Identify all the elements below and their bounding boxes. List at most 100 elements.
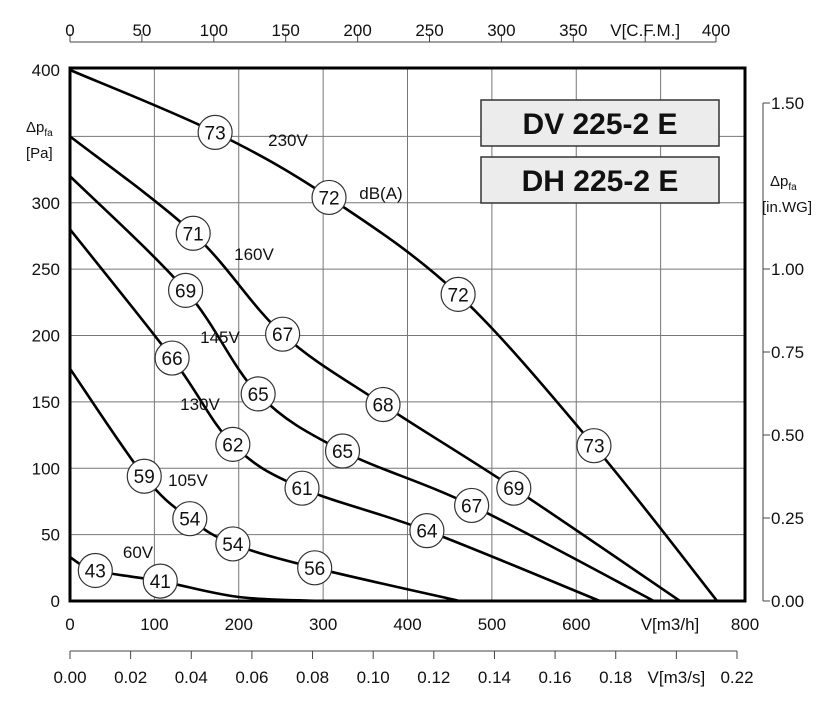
sound-level-marker (324, 433, 361, 469)
x-tick-label: 600 (562, 615, 590, 634)
sound-level-label: 68 (372, 396, 393, 417)
sound-level-marker (265, 316, 301, 352)
x-tick-label: 200 (225, 615, 253, 634)
sound-level-label: 72 (448, 285, 469, 306)
bottom2-tick-label: 0.16 (539, 668, 572, 687)
bottom2-tick-label: 0.06 (235, 668, 268, 687)
sound-level-marker (240, 376, 276, 412)
sound-level-marker (496, 470, 532, 506)
sound-level-label: 54 (179, 510, 201, 531)
sound-level-label: 73 (205, 123, 226, 144)
sound-level-label: 43 (85, 561, 106, 582)
right-axis-label: Δpfa (770, 173, 797, 193)
series-label: 105V (168, 471, 208, 490)
sound-level-marker (142, 563, 178, 599)
y-tick-label: 50 (41, 526, 60, 545)
y-axis-unit: [Pa] (26, 145, 53, 162)
y-tick-label: 0 (51, 592, 60, 611)
series-line-145V (69, 175, 655, 603)
x-tick-label: 0 (65, 615, 74, 634)
x-tick-label: 800 (731, 615, 759, 634)
unit-note: dB(A) (359, 184, 402, 203)
sound-level-label: 62 (222, 435, 243, 456)
right-tick-label: 0.75 (771, 343, 804, 362)
x-tick-label: 400 (393, 615, 421, 634)
sound-level-marker (172, 501, 208, 537)
top-tick-label: 350 (559, 21, 587, 40)
sound-level-marker (409, 513, 445, 549)
sound-level-marker (440, 276, 476, 312)
sound-level-label: 67 (272, 325, 293, 346)
top-axis-label: V[C.F.M.] (610, 21, 680, 40)
sound-level-label: 66 (162, 349, 183, 370)
series-label: 145V (200, 328, 240, 347)
series-label: 130V (180, 395, 220, 414)
sound-level-marker (175, 215, 211, 251)
series-line-160V (69, 135, 681, 603)
plot-frame (68, 66, 747, 603)
series-line-105V (68, 367, 461, 603)
y-tick-label: 100 (32, 459, 60, 478)
sound-level-label: 59 (134, 467, 155, 488)
bottom2-tick-label: 0.14 (478, 668, 511, 687)
sound-level-marker (454, 487, 490, 524)
y-tick-label: 250 (32, 260, 60, 279)
sound-level-marker (197, 114, 233, 150)
x-tick-label: 500 (478, 615, 506, 634)
right-tick-label: 1.50 (771, 94, 804, 113)
model-box (480, 156, 720, 204)
model-label: DV 225-2 E (522, 108, 677, 141)
sound-level-label: 56 (304, 559, 325, 580)
bottom2-tick-label: 0.22 (720, 668, 753, 687)
series-label: 60V (123, 543, 154, 562)
bottom2-tick-label: 0.08 (296, 668, 329, 687)
y-tick-label: 300 (32, 194, 60, 213)
sound-level-marker (284, 470, 320, 506)
sound-level-marker (576, 428, 612, 464)
x-tick-label: 300 (309, 615, 337, 634)
model-label: DH 225-2 E (522, 165, 679, 198)
sound-level-marker (365, 386, 401, 423)
top-tick-label: 200 (343, 21, 371, 40)
sound-level-marker (311, 179, 347, 216)
bottom2-tick-label: 0.10 (357, 668, 390, 687)
sound-level-marker (77, 552, 113, 589)
bottom2-tick-label: 0.12 (417, 668, 450, 687)
sound-level-label: 64 (416, 522, 438, 543)
sound-level-marker (126, 458, 162, 494)
sound-level-label: 71 (183, 224, 204, 245)
right-tick-label: 0.00 (771, 592, 804, 611)
y-tick-label: 400 (32, 61, 60, 80)
right-tick-label: 0.50 (771, 426, 804, 445)
sound-level-label: 65 (332, 442, 353, 463)
top-tick-label: 50 (132, 21, 151, 40)
y-axis-label: Δpfa (26, 119, 53, 139)
right-tick-label: 0.25 (771, 509, 804, 528)
bottom2-tick-label: 0.18 (599, 668, 632, 687)
sound-level-marker (297, 550, 333, 586)
sound-level-marker (167, 272, 204, 308)
model-box (480, 99, 720, 147)
top-tick-label: 400 (702, 21, 730, 40)
bottom2-tick-label: 0.02 (114, 668, 147, 687)
sound-level-label: 54 (222, 535, 244, 556)
sound-level-marker (215, 426, 251, 462)
series-label: 230V (268, 131, 308, 150)
sound-level-label: 67 (461, 496, 482, 517)
sound-level-label: 72 (318, 188, 339, 209)
sound-level-label: 69 (175, 281, 196, 302)
bottom2-tick-label: 0.04 (175, 668, 208, 687)
sound-level-label: 69 (503, 479, 524, 500)
series-label: 160V (234, 245, 274, 264)
top-tick-label: 0 (65, 21, 74, 40)
x-axis-label: V[m3/h] (641, 615, 700, 634)
y-tick-label: 200 (32, 327, 60, 346)
top-tick-label: 150 (272, 21, 300, 40)
sound-level-label: 41 (150, 572, 171, 593)
sound-level-label: 61 (291, 479, 312, 500)
series-line-130V (68, 228, 601, 603)
top-tick-label: 250 (415, 21, 443, 40)
sound-level-label: 65 (248, 385, 269, 406)
top-tick-label: 300 (487, 21, 515, 40)
